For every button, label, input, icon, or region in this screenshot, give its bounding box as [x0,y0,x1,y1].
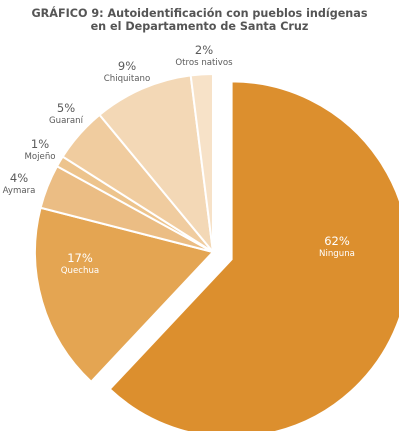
pie-slice-otros-nativos [189,72,214,253]
pie-label-category: Aymara [3,186,36,196]
chart-title-line-1: GRÁFICO 9: Autoidentificación con pueblo… [31,7,368,20]
pie-slices [34,72,399,431]
pie-label-value: 9% [118,59,136,73]
pie-label-category: Mojeño [24,152,55,162]
pie-label-value: 62% [324,234,350,248]
pie-slice-chiquitano [98,74,215,256]
pie-label-value: 17% [67,251,93,265]
pie-label-category: Quechua [61,266,99,276]
pie-labels: 62%Ninguna 17%Quechua 4%Aymara 1%Mojeño 5%Gu… [3,43,355,276]
chart-title: GRÁFICO 9: Autoidentificación con pueblo… [0,7,399,33]
chart-title-line-2: en el Departamento de Santa Cruz [90,20,309,33]
pie-label-value: 4% [10,171,28,185]
pie-label-category: Ninguna [319,249,355,259]
pie-label-value: 2% [195,43,213,57]
pie-label-value: 5% [57,101,75,115]
pie-label-value: 1% [31,137,49,151]
pie-label-category: Guaraní [49,116,84,126]
pie-slice-ninguna [108,80,399,431]
pie-label-category: Chiquitano [104,74,150,84]
pie-label-category: Otros nativos [175,58,233,68]
pie-slice-quechua [34,206,215,384]
